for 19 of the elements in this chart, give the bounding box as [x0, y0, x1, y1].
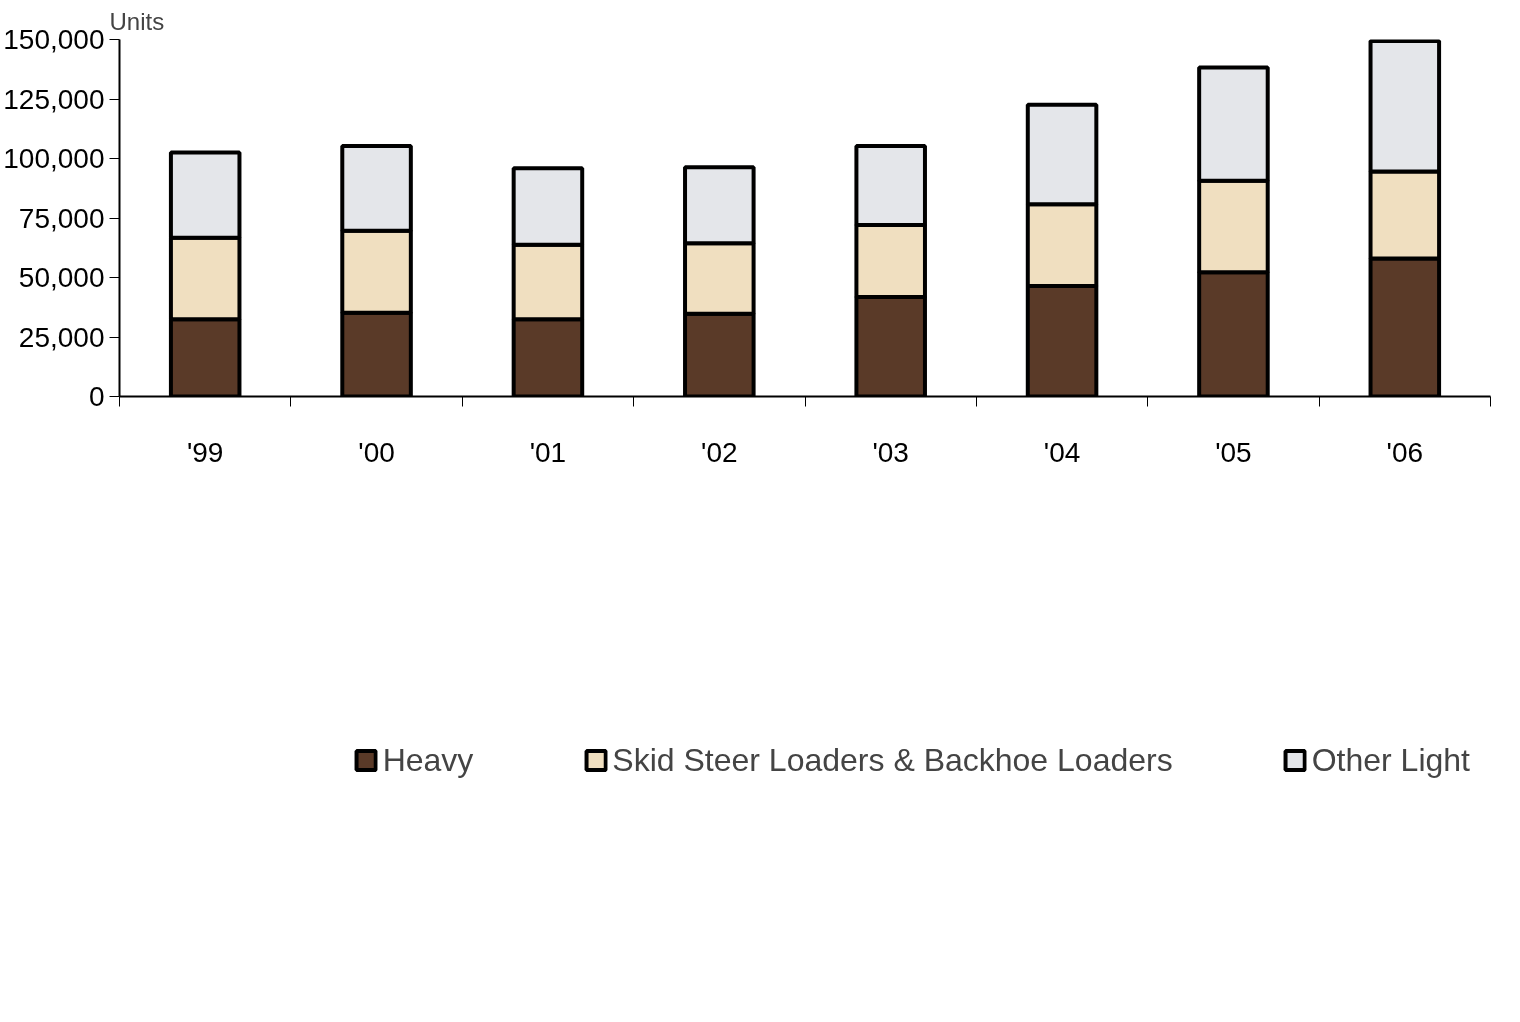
- x-tick-label: '00: [358, 436, 395, 468]
- y-tick-label: 125,000: [3, 83, 105, 115]
- legend-label: Skid Steer Loaders & Backhoe Loaders: [612, 741, 1173, 779]
- x-tick-label: '01: [529, 436, 567, 468]
- y-tick-label: 50,000: [18, 262, 105, 293]
- y-tick-label: 0: [88, 381, 105, 412]
- x-tick-label: '04: [1043, 436, 1081, 468]
- legend-label: Other Light: [1311, 741, 1470, 779]
- x-tick-label: '05: [1215, 436, 1252, 468]
- y-axis-title: Units: [109, 7, 165, 35]
- x-tick-label: '02: [701, 436, 738, 468]
- y-tick-label: 75,000: [18, 202, 105, 234]
- y-tick-label: 100,000: [3, 143, 105, 174]
- x-tick-label: '99: [186, 436, 224, 468]
- x-tick-label: '06: [1386, 436, 1424, 468]
- legend-label: Heavy: [382, 741, 474, 779]
- x-tick-label: '03: [872, 436, 909, 468]
- y-tick-label: 150,000: [3, 24, 105, 55]
- y-tick-label: 25,000: [18, 321, 105, 353]
